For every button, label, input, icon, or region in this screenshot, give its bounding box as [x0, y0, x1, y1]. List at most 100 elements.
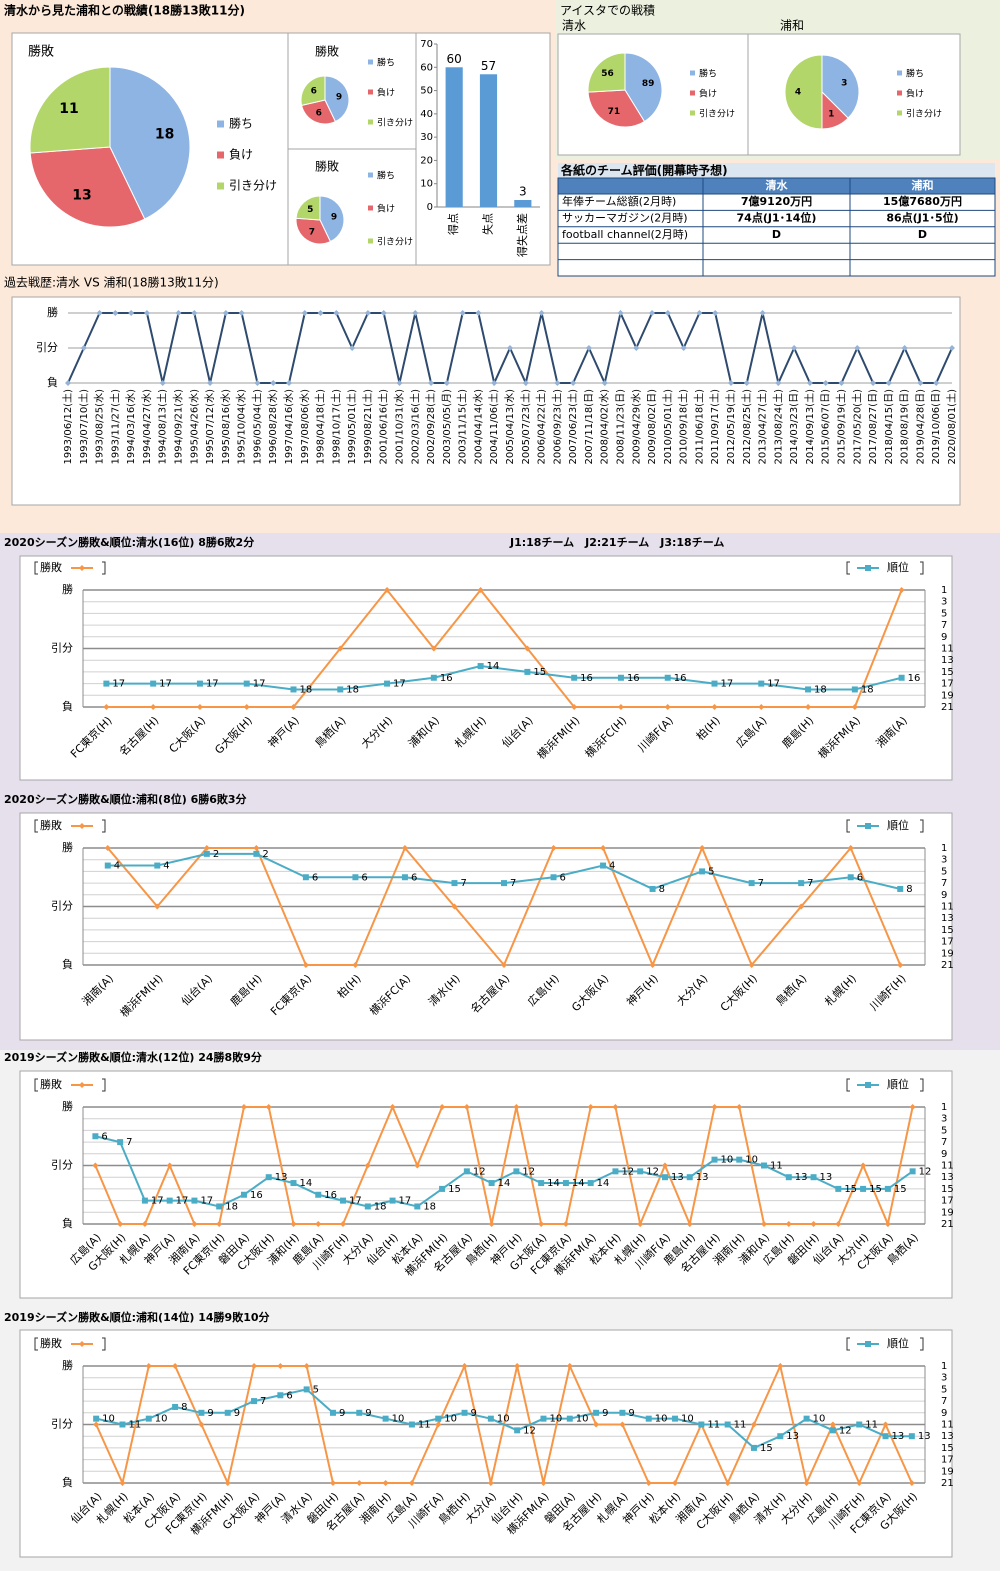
marker [175, 310, 182, 316]
x-tick-label: 1997/08/06(水) [299, 389, 311, 465]
marker [860, 1162, 867, 1169]
y-tick-label: 0 [427, 202, 433, 213]
x-tick-label: 1994/08/13(土) [156, 389, 169, 465]
data-label: 71 [608, 107, 621, 117]
marker [253, 850, 260, 857]
data-label: 10 [549, 1414, 562, 1425]
marker [550, 845, 557, 851]
marker [507, 345, 513, 351]
data-label: 6 [361, 872, 367, 883]
y2-tick-label: 15 [941, 667, 954, 678]
marker [728, 380, 734, 386]
data-label: 11 [59, 101, 78, 117]
x-tick-label: 2006/09/23(土) [550, 389, 563, 465]
marker [860, 1185, 867, 1192]
data-label: 18 [814, 684, 827, 695]
marker [562, 1221, 569, 1227]
y-tick-label: 20 [420, 155, 433, 166]
data-label: 9 [207, 1408, 213, 1419]
marker [805, 686, 812, 693]
data-label: 11 [865, 1420, 878, 1431]
chart-title: 2020シーズン勝敗&順位:清水(16位) 8勝6敗2分 [4, 535, 254, 549]
y2-tick-label: 3 [941, 1373, 947, 1384]
marker [364, 1203, 371, 1210]
y-tick-label: 引分 [51, 899, 73, 913]
marker [302, 962, 309, 968]
data-label: 10 [813, 1414, 826, 1425]
marker [412, 310, 419, 316]
marker [933, 380, 940, 386]
pie-slice [324, 75, 350, 123]
marker [661, 1174, 668, 1181]
data-label: 9 [365, 1408, 371, 1419]
table-body-bg [557, 193, 996, 277]
marker [562, 1180, 569, 1187]
legend-label: 負け [699, 88, 717, 100]
table-cell: 15億7680万円 [883, 194, 962, 208]
panel [11, 296, 961, 506]
x-tick-label: 2009/08/02(日) [647, 389, 658, 465]
y-tick-label: 60 [420, 62, 433, 73]
data-label: 9 [339, 1408, 345, 1419]
y-tick-label: 引分 [36, 340, 58, 354]
data-label: 9 [471, 1408, 477, 1419]
data-label: 15 [869, 1184, 882, 1195]
x-tick-label: 1994/09/21(水) [173, 389, 185, 465]
marker [566, 1415, 573, 1422]
legend-label: 勝ち [229, 116, 253, 131]
data-label: 2 [262, 849, 268, 860]
y2-tick-label: 1 [941, 585, 947, 596]
panel [19, 555, 953, 781]
pie-slice [295, 195, 321, 221]
marker [198, 1409, 205, 1416]
data-label: 17 [349, 1196, 362, 1207]
data-label: 7 [510, 878, 516, 889]
y2-tick-label: 1 [941, 843, 947, 854]
marker [664, 704, 671, 710]
y2-tick-label: 21 [941, 1478, 954, 1489]
panel [19, 812, 953, 1041]
x-tick-label: 2019/10/06(日) [931, 389, 942, 465]
y-tick-label: 40 [420, 109, 433, 120]
marker [870, 380, 877, 386]
x-tick-label: 2007/11/18(日) [584, 389, 595, 465]
x-tick-label: 2007/06/23(土) [566, 389, 579, 465]
section-heading: 清水から見た浦和との戦績(18勝13敗11分) [4, 3, 245, 18]
marker [884, 1185, 891, 1192]
y2-tick-label: 19 [941, 690, 954, 701]
legend-swatch [368, 172, 373, 178]
marker [540, 1415, 547, 1422]
x-tick-label: 2019/04/28(日) [915, 389, 926, 465]
marker [337, 686, 344, 693]
marker [522, 380, 529, 386]
marker [207, 380, 214, 386]
marker [191, 1197, 198, 1204]
x-tick-label: 2009/04/29(水) [630, 389, 642, 465]
table-cell: D [918, 228, 927, 241]
x-tick-label: 1999/08/21(土) [361, 389, 374, 465]
marker [389, 1104, 396, 1110]
x-tick-label: 得点 [447, 213, 460, 235]
marker [798, 880, 805, 887]
marker [711, 680, 718, 687]
marker [829, 1421, 836, 1428]
data-label: 6 [857, 872, 863, 883]
marker [96, 310, 103, 316]
legend-label: 勝ち [906, 68, 924, 80]
marker [352, 962, 359, 968]
marker [593, 1421, 600, 1428]
data-label: 5 [307, 205, 313, 215]
chart-title: 2019シーズン勝敗&順位:浦和(14位) 14勝9敗10分 [4, 1310, 270, 1324]
x-tick-label: 1996/05/04(土) [250, 389, 263, 465]
marker [617, 704, 624, 710]
data-label: 12 [621, 1166, 634, 1177]
marker [585, 345, 592, 351]
marker [686, 1221, 693, 1227]
data-label: 7 [309, 227, 315, 237]
marker [600, 862, 607, 869]
marker [364, 310, 371, 316]
data-label: 2 [213, 849, 219, 860]
data-label: 3 [841, 78, 847, 88]
legend-bracket [34, 561, 38, 575]
marker [159, 380, 166, 386]
